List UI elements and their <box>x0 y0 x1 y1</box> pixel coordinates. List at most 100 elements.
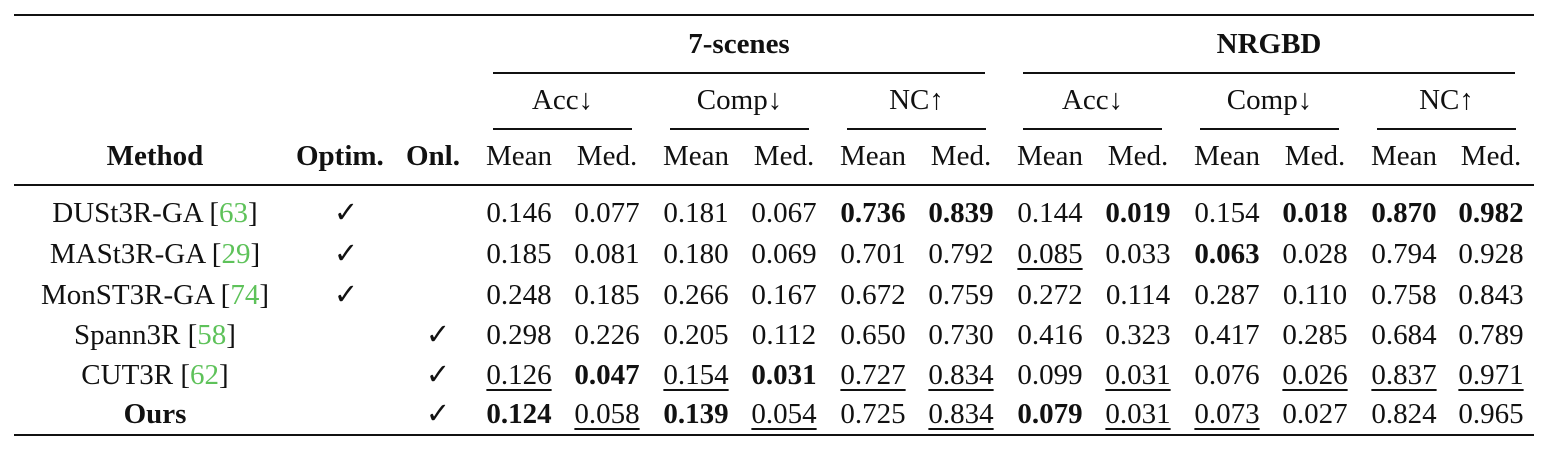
metric-header: NC↑ <box>889 84 944 116</box>
table-cell: 0.298 <box>486 319 552 351</box>
group-header-7scenes: 7-scenes <box>688 28 790 60</box>
citation-link[interactable]: 74 <box>230 279 260 311</box>
table-cell: 0.146 <box>486 197 552 229</box>
table-cell: 0.058 <box>574 398 640 430</box>
method-label: DUSt3R-GA <box>52 197 203 229</box>
table-cell: 0.031 <box>751 359 817 391</box>
table-cell: 0.323 <box>1105 319 1171 351</box>
stat-header: Med. <box>576 140 638 172</box>
table-cell: 0.031 <box>1105 359 1171 391</box>
table-cell: 0.112 <box>751 319 817 351</box>
table-cell: 0.834 <box>928 359 994 391</box>
stat-header: Med. <box>1284 140 1346 172</box>
method-header: Method <box>106 140 204 172</box>
table-cell: 0.180 <box>663 238 729 270</box>
stat-header: Mean <box>1016 140 1084 172</box>
table-cell: 0.834 <box>928 398 994 430</box>
table-cell: 0.054 <box>751 398 817 430</box>
table-cell: 0.725 <box>840 398 906 430</box>
table-cell: 0.794 <box>1371 238 1437 270</box>
table-cell: 0.099 <box>1017 359 1083 391</box>
header-rule <box>14 184 1534 186</box>
method-label: Spann3R <box>74 319 181 351</box>
table-cell: 0.167 <box>751 279 817 311</box>
metric-header: Comp↓ <box>1226 84 1313 116</box>
table-cell: 0.837 <box>1371 359 1437 391</box>
table-cell: 0.272 <box>1017 279 1083 311</box>
table-cell: 0.965 <box>1458 398 1524 430</box>
group-rule-7scenes <box>493 72 985 74</box>
table-cell: 0.672 <box>840 279 906 311</box>
table-cell: 0.266 <box>663 279 729 311</box>
metric-header: NC↑ <box>1419 84 1474 116</box>
method-name: Ours <box>0 400 310 429</box>
table-cell: 0.759 <box>928 279 994 311</box>
stat-header: Med. <box>1460 140 1522 172</box>
table-cell: 0.144 <box>1017 197 1083 229</box>
table-cell: 0.081 <box>574 238 640 270</box>
table-cell: 0.758 <box>1371 279 1437 311</box>
table-cell: 0.073 <box>1194 398 1260 430</box>
stat-header: Mean <box>1370 140 1438 172</box>
metric-header: Acc↓ <box>531 84 594 116</box>
table-cell: 0.076 <box>1194 359 1260 391</box>
table-cell: 0.226 <box>574 319 640 351</box>
table-cell: 0.124 <box>486 398 552 430</box>
table-cell: 0.789 <box>1458 319 1524 351</box>
table-cell: 0.205 <box>663 319 729 351</box>
stat-header: Mean <box>1193 140 1261 172</box>
group-header-nrgbd: NRGBD <box>1216 28 1322 60</box>
table-cell: 0.154 <box>1194 197 1260 229</box>
metric-header: Comp↓ <box>696 84 783 116</box>
table-cell: 0.417 <box>1194 319 1260 351</box>
table-cell: 0.701 <box>840 238 906 270</box>
stat-header: Mean <box>485 140 553 172</box>
table-cell: 0.650 <box>840 319 906 351</box>
table-cell: 0.684 <box>1371 319 1437 351</box>
metric-rule <box>493 128 632 130</box>
table-cell: 0.792 <box>928 238 994 270</box>
table-cell: 0.824 <box>1371 398 1437 430</box>
method-label: MASt3R-GA <box>49 238 205 270</box>
metric-rule <box>1377 128 1516 130</box>
metric-header: Acc↓ <box>1061 84 1124 116</box>
stat-header: Med. <box>930 140 992 172</box>
table-cell: 0.870 <box>1371 197 1437 229</box>
metric-rule <box>1023 128 1162 130</box>
check-mark-icon: ✓ <box>333 238 359 270</box>
table-cell: 0.843 <box>1458 279 1524 311</box>
table-cell: 0.026 <box>1282 359 1348 391</box>
table-cell: 0.928 <box>1458 238 1524 270</box>
table-cell: 0.079 <box>1017 398 1083 430</box>
method-name: MASt3R-GA [29] <box>49 238 261 270</box>
citation-link[interactable]: 29 <box>221 238 251 270</box>
metric-rule <box>1200 128 1339 130</box>
bottom-rule <box>14 434 1534 436</box>
check-mark-icon: ✓ <box>425 398 451 430</box>
table-cell: 0.139 <box>663 398 729 430</box>
table-cell: 0.971 <box>1458 359 1524 391</box>
citation-link[interactable]: 63 <box>219 197 249 229</box>
citation-link[interactable]: 62 <box>190 359 220 391</box>
table-cell: 0.077 <box>574 197 640 229</box>
table-cell: 0.063 <box>1194 238 1260 270</box>
table-cell: 0.019 <box>1105 197 1171 229</box>
table-cell: 0.085 <box>1017 238 1083 270</box>
table-cell: 0.110 <box>1282 279 1348 311</box>
table-cell: 0.285 <box>1282 319 1348 351</box>
stat-header: Mean <box>839 140 907 172</box>
method-name: DUSt3R-GA [63] <box>52 197 258 229</box>
citation-link[interactable]: 58 <box>197 319 227 351</box>
table-cell: 0.181 <box>663 197 729 229</box>
check-mark-icon: ✓ <box>425 319 451 351</box>
stat-header: Mean <box>662 140 730 172</box>
table-cell: 0.839 <box>928 197 994 229</box>
group-rule-nrgbd <box>1023 72 1515 74</box>
table-cell: 0.185 <box>486 238 552 270</box>
table-cell: 0.416 <box>1017 319 1083 351</box>
check-mark-icon: ✓ <box>425 359 451 391</box>
table-cell: 0.067 <box>751 197 817 229</box>
table-cell: 0.031 <box>1105 398 1171 430</box>
method-name: CUT3R [62] <box>81 359 229 391</box>
top-rule <box>14 14 1534 16</box>
